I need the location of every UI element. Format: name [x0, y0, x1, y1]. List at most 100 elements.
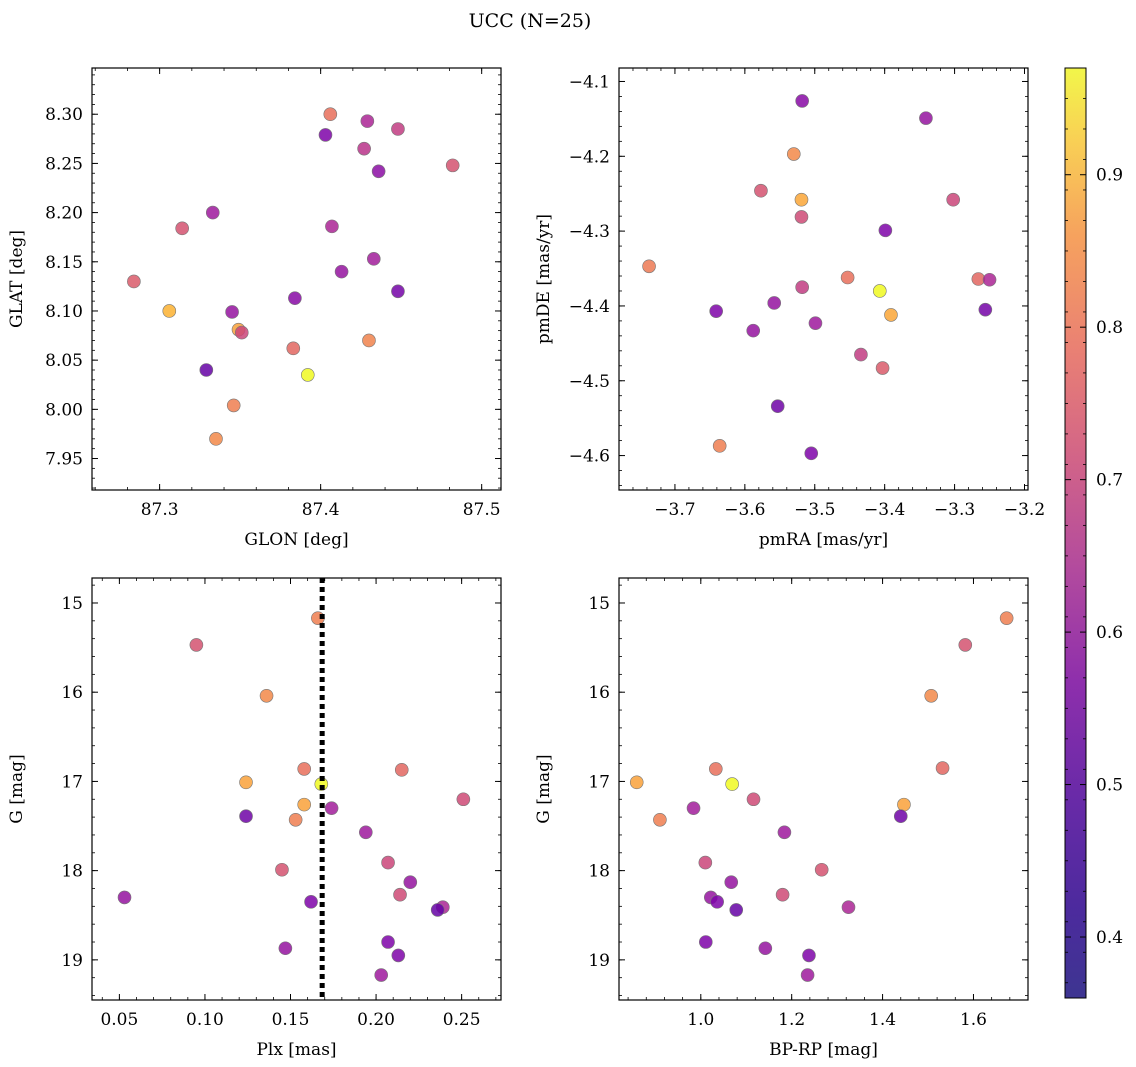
data-point — [698, 855, 713, 870]
data-point — [374, 968, 389, 982]
x-tick-label: −3.5 — [794, 500, 835, 520]
x-tick-label: 1.6 — [960, 1010, 987, 1030]
data-point — [710, 895, 724, 909]
data-point — [226, 398, 241, 413]
data-point — [775, 887, 790, 902]
x-tick-label: 1.2 — [778, 1010, 805, 1030]
data-point — [334, 264, 349, 279]
data-point — [946, 192, 960, 207]
y-tick-label: 8.00 — [45, 400, 83, 420]
y-tick-label: 8.30 — [45, 105, 83, 125]
y-tick-label: 17 — [61, 772, 83, 792]
x-axis-label: Plx [mas] — [256, 1040, 336, 1060]
data-point — [381, 855, 395, 870]
y-tick-label: 17 — [588, 772, 610, 792]
axes-frame — [618, 67, 1029, 491]
y-axis-label: G [mag] — [7, 754, 27, 823]
data-point — [794, 210, 809, 224]
x-axis-label: GLON [deg] — [244, 530, 348, 550]
y-tick-label: −4.4 — [569, 297, 610, 317]
data-point — [999, 611, 1014, 625]
y-tick-label: 16 — [61, 683, 83, 703]
data-point — [854, 347, 868, 362]
y-axis-label: pmDE [mas/yr] — [534, 214, 554, 344]
data-point — [391, 122, 405, 136]
plx-g-panel: 0.05 0.10 0.15 0.20 0.25 15 16 17 18 19 Plx [mas] G… — [7, 577, 502, 1060]
data-point — [725, 777, 739, 791]
data-point — [391, 948, 406, 963]
data-point — [175, 221, 189, 236]
x-tick-label: −3.3 — [934, 500, 975, 520]
colorbar-tick-label: 0.4 — [1096, 928, 1123, 948]
data-point — [393, 887, 407, 902]
y-tick-label: 19 — [61, 951, 83, 971]
y-tick-label: 8.10 — [45, 302, 83, 322]
pm-panel: −3.7 −3.6 −3.5 −3.4 −3.3 −3.2 −4.6 −4.5 −4.4 −4.3… — [534, 67, 1045, 550]
data-point — [391, 284, 405, 299]
data-point — [814, 862, 829, 877]
x-tick-label: −3.7 — [654, 500, 695, 520]
data-point — [786, 147, 801, 161]
data-point — [875, 361, 890, 375]
data-point — [777, 825, 792, 840]
x-tick-label: 87.4 — [302, 500, 340, 520]
data-point — [708, 762, 723, 776]
data-point — [800, 968, 815, 982]
y-tick-label: 15 — [61, 594, 83, 614]
data-point — [324, 801, 339, 815]
data-point — [394, 763, 409, 777]
data-point — [978, 302, 993, 317]
x-tick-label: 87.3 — [141, 500, 179, 520]
data-point — [286, 341, 301, 356]
y-axis-label: G [mag] — [534, 754, 554, 823]
x-axis-label: pmRA [mas/yr] — [759, 530, 888, 550]
data-point — [919, 111, 933, 125]
data-point — [767, 296, 782, 310]
y-tick-label: 8.25 — [45, 154, 83, 174]
data-point — [712, 439, 727, 453]
data-point — [209, 432, 223, 446]
x-tick-label: −3.6 — [724, 500, 765, 520]
data-point — [304, 895, 318, 909]
data-point — [318, 128, 333, 142]
data-point — [804, 446, 819, 461]
data-point — [808, 316, 823, 330]
data-point — [982, 272, 997, 287]
data-point — [958, 638, 973, 652]
x-tick-label: 0.25 — [443, 1010, 481, 1030]
colorbar-tick-label: 0.8 — [1096, 318, 1123, 338]
y-tick-label: −4.5 — [569, 372, 610, 392]
y-tick-label: −4.2 — [569, 147, 610, 167]
data-point — [297, 797, 312, 812]
y-tick-label: 19 — [588, 951, 610, 971]
data-point — [456, 792, 471, 807]
data-point — [325, 219, 339, 234]
data-point — [795, 94, 809, 108]
y-tick-label: −4.3 — [569, 222, 610, 242]
data-point — [288, 812, 303, 827]
data-point — [127, 274, 141, 289]
data-point — [362, 333, 376, 348]
colorbar-gradient — [1064, 67, 1087, 999]
data-point — [403, 875, 418, 890]
data-point — [199, 363, 214, 377]
data-point — [297, 762, 312, 776]
data-point — [381, 935, 395, 949]
colorbar: 0.4 0.5 0.6 0.7 0.8 0.9 — [1064, 67, 1123, 999]
colorbar-tick-label: 0.9 — [1096, 166, 1123, 186]
y-tick-label: 15 — [588, 594, 610, 614]
y-tick-label: 7.95 — [45, 450, 83, 470]
data-point — [234, 325, 249, 340]
glon-glat-panel: 87.3 87.4 87.5 7.95 8.00 8.05 8.10 8.15 8.20 8.25… — [7, 67, 502, 550]
data-point — [225, 305, 239, 319]
data-point — [795, 280, 809, 295]
data-point — [239, 775, 253, 790]
data-point — [840, 270, 855, 285]
data-point — [686, 801, 701, 815]
data-point — [357, 141, 371, 156]
colorbar-tick-label: 0.7 — [1096, 471, 1123, 491]
figure-title: UCC (N=25) — [469, 10, 592, 32]
data-point — [729, 903, 744, 917]
axes-frame — [91, 67, 502, 491]
